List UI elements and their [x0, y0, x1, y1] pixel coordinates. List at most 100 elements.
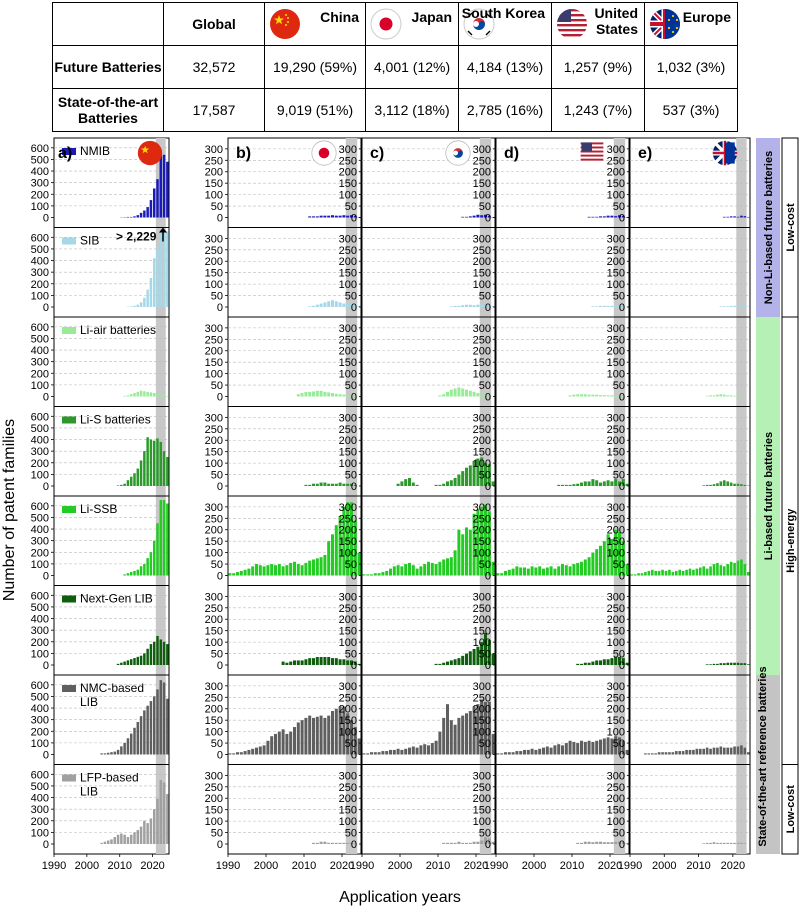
y-tick-label: 200: [31, 637, 49, 649]
data-bar: [110, 752, 113, 755]
data-bar: [434, 484, 438, 486]
data-bar: [583, 841, 587, 844]
data-bar: [719, 565, 723, 576]
data-bar: [568, 566, 572, 576]
data-bar: [136, 721, 140, 755]
data-bar: [709, 395, 712, 397]
y-tick-label: 100: [473, 279, 491, 291]
data-bar: [621, 541, 625, 576]
data-bar: [576, 562, 580, 576]
y-tick-label: 150: [473, 447, 491, 459]
data-bar: [289, 661, 293, 665]
data-bar: [496, 753, 500, 755]
data-bar: [453, 724, 457, 755]
data-bar: [526, 568, 530, 576]
data-bar: [296, 722, 300, 755]
y-tick-label: 100: [205, 548, 223, 560]
data-bar: [139, 655, 143, 665]
data-bar: [381, 572, 385, 576]
y-tick-label: 250: [339, 782, 357, 794]
data-bar: [587, 394, 591, 397]
data-bar: [152, 440, 156, 486]
y-tick-label: 250: [205, 155, 223, 167]
data-bar: [614, 656, 618, 665]
y-tick-label: 0: [351, 660, 357, 672]
data-bar: [103, 841, 107, 844]
data-bar: [338, 215, 342, 218]
data-bar: [159, 441, 163, 486]
data-bar: [599, 216, 602, 218]
y-tick-label: 50: [345, 380, 357, 392]
data-bar: [357, 663, 361, 665]
data-bar: [143, 820, 146, 844]
data-bar: [564, 743, 568, 755]
data-bar: [595, 394, 599, 397]
data-bar: [576, 394, 580, 397]
y-tick-label: 50: [211, 738, 223, 750]
data-bar: [484, 632, 487, 665]
y-tick-label: 50: [345, 470, 357, 482]
data-bar: [346, 483, 350, 486]
data-bar: [705, 842, 709, 844]
data-bar: [515, 566, 519, 576]
europe-flag-icon: [712, 140, 738, 166]
col-head-label: Europe: [682, 9, 731, 25]
y-tick-label: 200: [339, 346, 357, 358]
data-bar: [702, 566, 706, 576]
y-tick-label: 250: [339, 692, 357, 704]
data-bar: [618, 532, 621, 576]
y-tick-label: 150: [473, 268, 491, 280]
y-tick-label: 300: [607, 591, 625, 603]
table-cell: 4,184 (13%): [458, 45, 552, 89]
flag-star: [141, 145, 150, 154]
y-tick-label: 300: [473, 681, 491, 693]
y-tick-label: 200: [473, 167, 491, 179]
data-bar: [228, 573, 232, 576]
data-bar: [446, 481, 449, 486]
y-tick-label: 100: [205, 637, 223, 649]
col-head-label: Global: [192, 16, 236, 32]
data-bar: [472, 460, 476, 486]
data-bar: [599, 395, 602, 397]
legend-swatch: [62, 685, 76, 692]
x-tick-label: 2020: [721, 860, 745, 872]
data-bar: [500, 753, 504, 755]
y-tick-label: 200: [31, 279, 49, 291]
data-bar: [334, 658, 338, 665]
y-tick-label: 0: [43, 302, 49, 314]
data-bar: [289, 562, 293, 576]
china-flag-icon: [270, 9, 300, 39]
y-tick-label: 100: [31, 648, 49, 660]
data-bar: [465, 389, 468, 397]
data-bar: [162, 394, 166, 397]
x-tick-label: 2000: [388, 860, 412, 872]
y-tick-label: 150: [607, 626, 625, 638]
data-bar: [396, 565, 400, 576]
data-bar: [400, 749, 404, 755]
data-bar: [595, 660, 599, 665]
data-bar: [591, 552, 595, 576]
data-bar: [243, 751, 247, 755]
data-bar: [408, 747, 411, 755]
data-bar: [564, 565, 568, 576]
data-bar: [308, 484, 312, 486]
data-bar: [606, 305, 610, 307]
data-bar: [162, 500, 166, 576]
data-bar: [304, 562, 308, 576]
data-bar: [487, 701, 491, 755]
data-bar: [162, 231, 166, 307]
y-tick-label: 100: [339, 458, 357, 470]
data-bar: [143, 653, 146, 665]
data-bar: [722, 216, 726, 218]
y-tick-label: 0: [485, 213, 491, 225]
data-bar: [139, 460, 143, 486]
y-tick-label: 50: [613, 738, 625, 750]
y-tick-label: 0: [43, 660, 49, 672]
y-tick-label: 400: [31, 435, 49, 447]
data-bar: [523, 567, 526, 576]
data-bar: [327, 483, 331, 486]
y-tick-label: 600: [31, 590, 49, 602]
data-bar: [133, 658, 136, 665]
y-tick-label: 100: [607, 458, 625, 470]
